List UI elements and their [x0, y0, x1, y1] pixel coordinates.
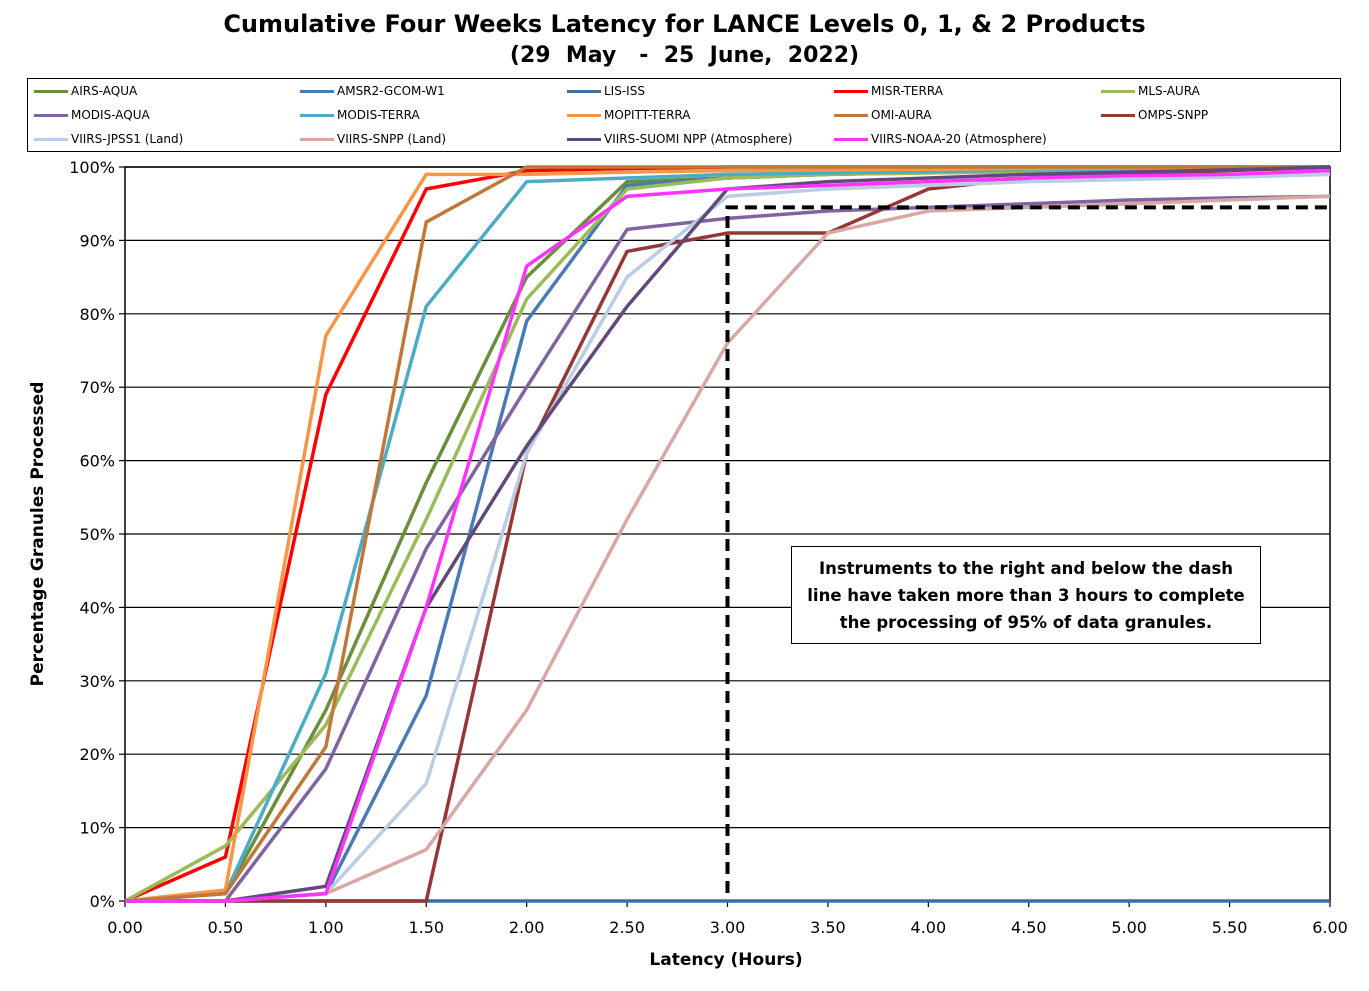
annotation-box: Instruments to the right and below the d…	[791, 546, 1261, 644]
legend-label: VIIRS-SNPP (Land)	[337, 132, 447, 146]
x-tick-label: 2.00	[509, 918, 545, 937]
legend-item: LIS-ISS	[567, 80, 645, 102]
x-tick-label: 0.50	[208, 918, 244, 937]
legend-label: MOPITT-TERRA	[604, 108, 691, 122]
legend-item: MLS-AURA	[1101, 80, 1200, 102]
y-tick-label: 30%	[79, 672, 115, 691]
legend-label: MISR-TERRA	[871, 84, 943, 98]
x-tick-label: 2.50	[609, 918, 645, 937]
legend-swatch	[300, 137, 334, 141]
legend-swatch	[834, 113, 868, 117]
legend-item: MOPITT-TERRA	[567, 104, 690, 126]
legend-label: VIIRS-NOAA-20 (Atmosphere)	[871, 132, 1047, 146]
legend-swatch	[34, 113, 68, 117]
y-tick-label: 40%	[79, 598, 115, 617]
y-tick-label: 50%	[79, 525, 115, 544]
x-axis-label: Latency (Hours)	[649, 950, 803, 970]
x-tick-label: 3.00	[710, 918, 746, 937]
legend-label: AIRS-AQUA	[71, 84, 138, 98]
legend-swatch	[300, 89, 334, 93]
legend-label: OMI-AURA	[871, 108, 932, 122]
y-tick-label: 90%	[79, 231, 115, 250]
legend-swatch	[834, 137, 868, 141]
x-tick-label: 0.00	[107, 918, 143, 937]
y-tick-label: 80%	[79, 305, 115, 324]
x-tick-label: 1.50	[408, 918, 444, 937]
legend-swatch	[567, 113, 601, 117]
x-tick-label: 3.50	[810, 918, 846, 937]
legend-swatch	[567, 89, 601, 93]
y-tick-label: 10%	[79, 819, 115, 838]
x-tick-label: 4.00	[911, 918, 947, 937]
legend-label: OMPS-SNPP	[1138, 108, 1209, 122]
x-tick-label: 1.00	[308, 918, 344, 937]
legend-item: VIIRS-SNPP (Land)	[300, 128, 446, 150]
chart-subtitle: (29 May - 25 June, 2022)	[509, 43, 860, 68]
legend-label: MODIS-TERRA	[337, 108, 420, 122]
legend-item: VIIRS-SUOMI NPP (Atmosphere)	[567, 128, 792, 150]
y-tick-label: 20%	[79, 745, 115, 764]
x-tick-label: 4.50	[1011, 918, 1047, 937]
y-tick-label: 100%	[69, 158, 115, 177]
legend-swatch	[834, 89, 868, 93]
y-tick-label: 0%	[90, 892, 115, 911]
legend-label: AMSR2-GCOM-W1	[337, 84, 445, 98]
legend-item: AMSR2-GCOM-W1	[300, 80, 445, 102]
series-line	[125, 168, 1331, 903]
legend-label: MODIS-AQUA	[71, 108, 150, 122]
y-tick-label: 70%	[79, 378, 115, 397]
legend-label: VIIRS-SUOMI NPP (Atmosphere)	[604, 132, 793, 146]
legend-item: MISR-TERRA	[834, 80, 943, 102]
legend-item: VIIRS-NOAA-20 (Atmosphere)	[834, 128, 1047, 150]
legend-swatch	[1101, 89, 1135, 93]
legend-label: MLS-AURA	[1138, 84, 1200, 98]
reference-dashed-line	[725, 205, 1330, 893]
legend-swatch	[34, 89, 68, 93]
legend-item: MODIS-AQUA	[34, 104, 150, 126]
series-line	[124, 165, 1330, 903]
legend-swatch	[1101, 113, 1135, 117]
x-tick-label: 6.00	[1312, 918, 1348, 937]
legend-item: MODIS-TERRA	[300, 104, 420, 126]
legend: AIRS-AQUA AMSR2-GCOM-W1 LIS-ISS MISR-TERRA M…	[27, 78, 1341, 152]
y-tick-label: 60%	[79, 452, 115, 471]
legend-item: OMPS-SNPP	[1101, 104, 1208, 126]
legend-item: OMI-AURA	[834, 104, 931, 126]
legend-swatch	[34, 137, 68, 141]
legend-swatch	[567, 137, 601, 141]
legend-swatch	[300, 113, 334, 117]
legend-item: VIIRS-JPSS1 (Land)	[34, 128, 183, 150]
x-tick-label: 5.00	[1111, 918, 1147, 937]
y-axis-label: Percentage Granules Processed	[28, 381, 48, 687]
legend-label: VIIRS-JPSS1 (Land)	[71, 132, 184, 146]
legend-label: LIS-ISS	[604, 84, 645, 98]
chart-title: Cumulative Four Weeks Latency for LANCE …	[223, 10, 1146, 38]
x-tick-label: 5.50	[1212, 918, 1248, 937]
legend-item: AIRS-AQUA	[34, 80, 137, 102]
